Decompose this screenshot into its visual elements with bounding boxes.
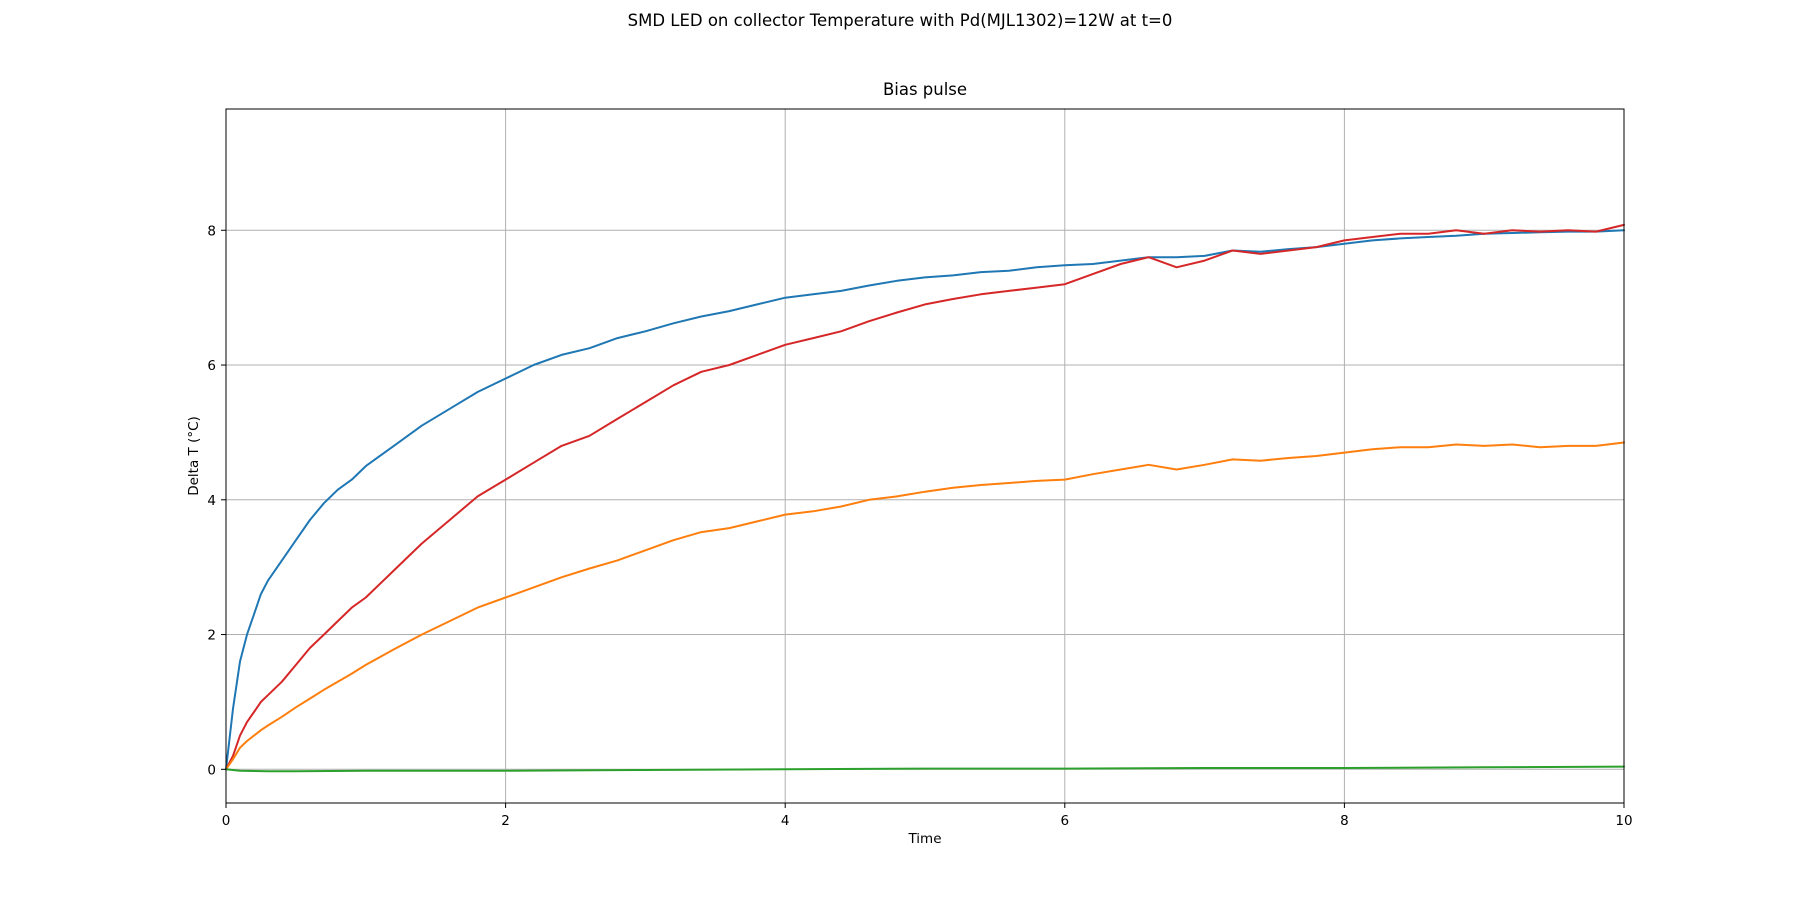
y-tick-label: 4 (207, 493, 216, 509)
y-tick-label: 8 (207, 223, 216, 239)
series-line-3 (225, 441, 1625, 771)
x-axis-label: Time (907, 831, 941, 847)
series-group (225, 223, 1625, 773)
series-line-2 (225, 223, 1625, 771)
chart-title: Bias pulse (883, 80, 967, 99)
y-axis-label: Delta T (°C) (186, 416, 202, 496)
x-tick-label: 0 (222, 813, 231, 829)
axes-frame (225, 108, 1625, 804)
x-tick-label: 4 (781, 813, 790, 829)
ticks: 0 2 4 6 8 10 0 2 4 6 8 (207, 223, 1632, 829)
figure-suptitle: SMD LED on collector Temperature with Pd… (628, 11, 1173, 30)
y-tick-label: 0 (207, 762, 216, 778)
x-tick-label: 2 (501, 813, 510, 829)
series-line-1 (225, 229, 1625, 771)
y-tick-label: 2 (207, 628, 216, 644)
y-tick-label: 6 (207, 358, 216, 374)
x-tick-label: 8 (1340, 813, 1349, 829)
x-tick-label: 6 (1061, 813, 1070, 829)
grid (225, 109, 1625, 803)
series-line-4 (225, 765, 1625, 773)
x-tick-label: 10 (1615, 813, 1632, 829)
